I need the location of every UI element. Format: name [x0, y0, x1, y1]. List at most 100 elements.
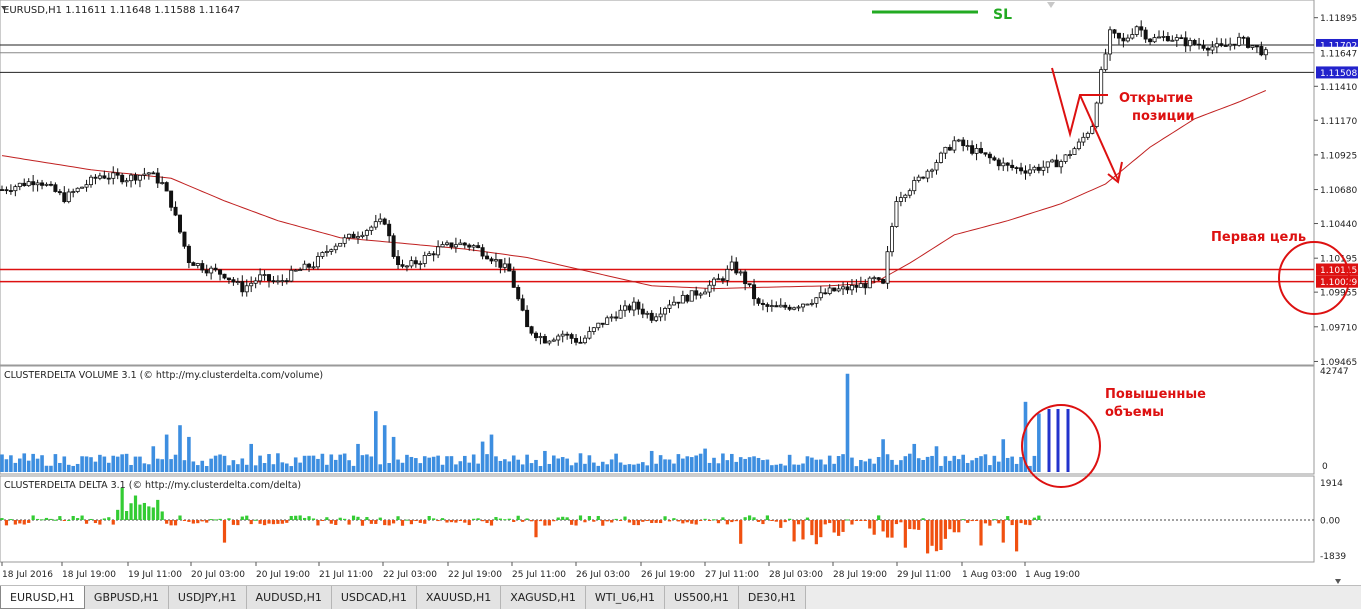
candle — [169, 190, 174, 208]
volume-bar — [516, 459, 520, 472]
delta-bar — [494, 517, 498, 520]
candle — [57, 191, 62, 194]
delta-bar — [129, 503, 133, 520]
tab-de30-h1[interactable]: DE30,H1 — [738, 586, 807, 609]
volume-bar — [227, 465, 231, 472]
candle — [449, 242, 454, 248]
delta-bar — [872, 520, 876, 535]
candle — [351, 233, 356, 239]
delta-bar — [18, 520, 22, 524]
volume-bar — [173, 454, 178, 472]
delta-bar — [885, 520, 890, 538]
delta-bar — [423, 520, 427, 524]
volume-bar — [236, 464, 240, 472]
delta-bar — [472, 518, 476, 520]
scroll-down-icon[interactable] — [1335, 579, 1341, 584]
menu-triangle-icon[interactable] — [1, 6, 7, 10]
delta-bar — [716, 520, 721, 524]
candle — [890, 226, 895, 253]
candle — [124, 180, 129, 183]
volume-bar — [596, 465, 601, 472]
candle — [551, 339, 556, 342]
candle — [1250, 45, 1255, 48]
volume-bar — [75, 463, 80, 472]
candle — [760, 302, 765, 305]
delta-bar — [952, 520, 956, 533]
delta-bar — [779, 520, 783, 528]
candle — [885, 251, 890, 284]
candle — [965, 145, 970, 148]
volume-bar — [721, 453, 725, 472]
volume-bar — [552, 455, 556, 472]
candle — [97, 175, 102, 179]
candle — [565, 333, 570, 336]
candle — [137, 174, 142, 181]
delta-bar — [245, 515, 249, 520]
candle — [1241, 36, 1246, 39]
delta-bar — [218, 518, 222, 520]
tab-xauusd-h1[interactable]: XAUUSD,H1 — [416, 586, 502, 609]
volume-bar — [58, 462, 62, 472]
volume-bar — [253, 465, 258, 472]
volume-bar — [676, 454, 681, 472]
volume-bar — [645, 465, 650, 472]
tab-wti-u6-h1[interactable]: WTI_U6,H1 — [585, 586, 666, 609]
delta-bar — [796, 520, 801, 525]
tab-gbpusd-h1[interactable]: GBPUSD,H1 — [84, 586, 169, 609]
candle — [872, 277, 877, 280]
candle — [636, 301, 641, 310]
tab-eurusd-h1[interactable]: EURUSD,H1 — [0, 586, 85, 609]
tab-us500-h1[interactable]: US500,H1 — [665, 586, 739, 609]
delta-bar — [409, 520, 413, 525]
tab-xagusd-h1[interactable]: XAGUSD,H1 — [501, 586, 586, 609]
candle — [582, 337, 587, 344]
delta-tick-label: -1839 — [1320, 552, 1346, 562]
candle — [93, 176, 98, 179]
delta-bar — [405, 519, 409, 521]
delta-bar — [832, 520, 836, 533]
price-pane[interactable] — [0, 0, 1315, 366]
volume-bar — [200, 460, 205, 472]
candle — [970, 145, 975, 154]
volume-bar — [71, 465, 75, 472]
price-tick-label: 1.10440 — [1320, 220, 1357, 230]
volume-bar — [53, 454, 58, 472]
volume-bar — [160, 459, 164, 472]
tab-usdjpy-h1[interactable]: USDJPY,H1 — [168, 586, 247, 609]
candle — [783, 304, 788, 308]
delta-bar — [454, 520, 458, 523]
candle — [360, 234, 365, 237]
volume-bar — [164, 434, 169, 472]
delta-bar — [31, 515, 35, 520]
volume-bar — [890, 459, 894, 472]
candle — [1254, 45, 1259, 48]
tab-audusd-h1[interactable]: AUDUSD,H1 — [246, 586, 332, 609]
candle — [694, 290, 699, 296]
volume-bar — [983, 454, 988, 472]
volume-bar — [347, 460, 351, 472]
volume-bar — [40, 455, 44, 472]
volume-bar — [4, 459, 9, 472]
candle — [329, 249, 334, 252]
candle — [418, 263, 423, 265]
volume-bar — [454, 464, 458, 472]
tab-usdcad-h1[interactable]: USDCAD,H1 — [331, 586, 417, 609]
candle — [560, 333, 565, 337]
volume-tick-label: 0 — [1322, 462, 1328, 472]
time-tick-label: 1 Aug 03:00 — [962, 570, 1017, 580]
volume-pane[interactable] — [0, 365, 1315, 475]
delta-bar — [699, 520, 703, 521]
price-tag-label: 1.11508 — [1320, 69, 1357, 79]
candle — [240, 281, 245, 293]
volume-bar — [98, 454, 102, 472]
delta-bar — [529, 520, 534, 522]
volume-bar — [22, 453, 27, 472]
shift-triangle-icon[interactable] — [1047, 2, 1055, 8]
delta-bar — [748, 515, 752, 520]
delta-bar — [414, 520, 418, 521]
volume-bar — [836, 456, 841, 472]
volume-bar — [93, 461, 98, 472]
volume-bar — [49, 465, 53, 472]
price-tick-label: 1.09955 — [1320, 289, 1357, 299]
candle — [1192, 40, 1197, 45]
